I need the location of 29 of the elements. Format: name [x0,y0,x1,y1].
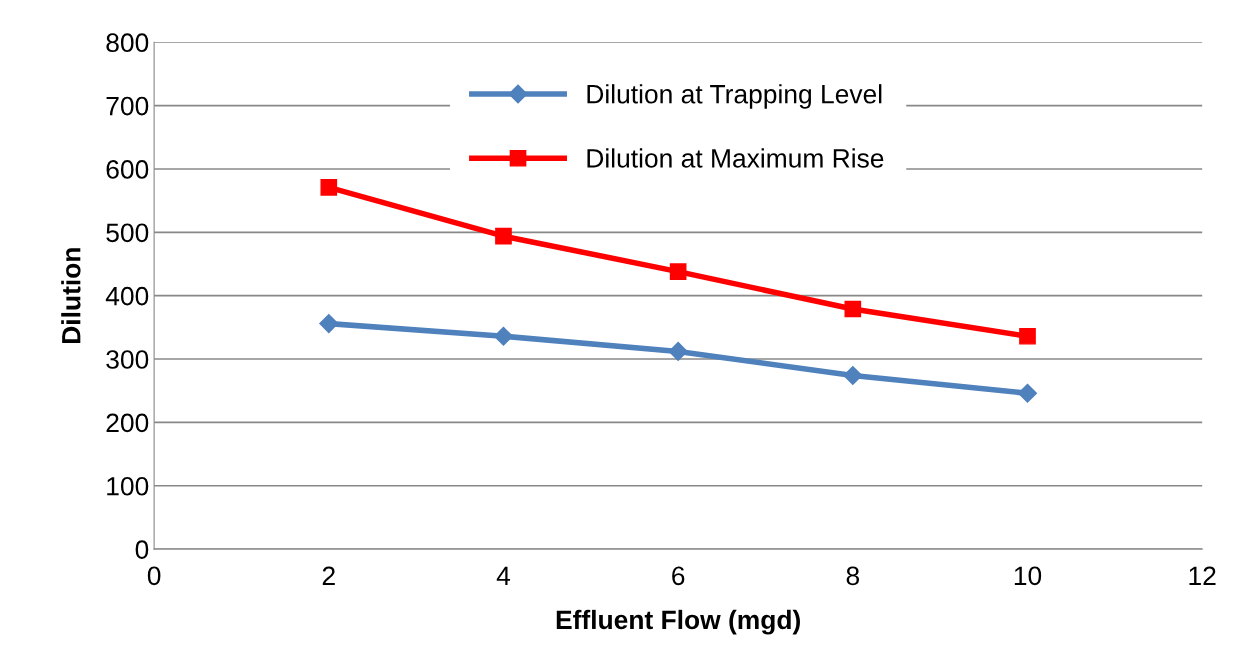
y-tick-label: 0 [135,540,149,559]
y-tick-label: 100 [107,476,149,496]
x-tick-label: 2 [322,566,335,585]
point [319,314,339,334]
legend-label: Dilution at Maximum Rise [587,148,884,168]
y-tick-label: 800 [106,33,149,53]
y-tick-label: 600 [106,160,149,179]
y-axis-title: Dilution [61,248,81,344]
point [493,326,514,346]
x-axis-title: Effluent Flow (mgd) [556,609,800,635]
y-tick-label: 500 [106,223,149,243]
y-tick-label: 400 [105,286,149,306]
point [1019,327,1036,345]
y-tick-label: 300 [106,350,149,369]
point [320,179,338,196]
y-tick-label: 200 [106,413,149,433]
x-tick-label: 6 [672,566,685,586]
legend-label: Dilution at Trapping Level [587,84,882,109]
point [495,227,512,245]
point [668,341,688,361]
point [844,300,862,318]
x-tick-label: 8 [846,566,860,586]
point [669,263,687,280]
x-tick-label: 4 [496,566,511,585]
point [843,365,863,386]
x-tick-label: 10 [1014,566,1042,586]
point [1017,383,1038,403]
x-tick-label: 12 [1189,566,1216,585]
y-tick-label: 700 [106,96,149,116]
